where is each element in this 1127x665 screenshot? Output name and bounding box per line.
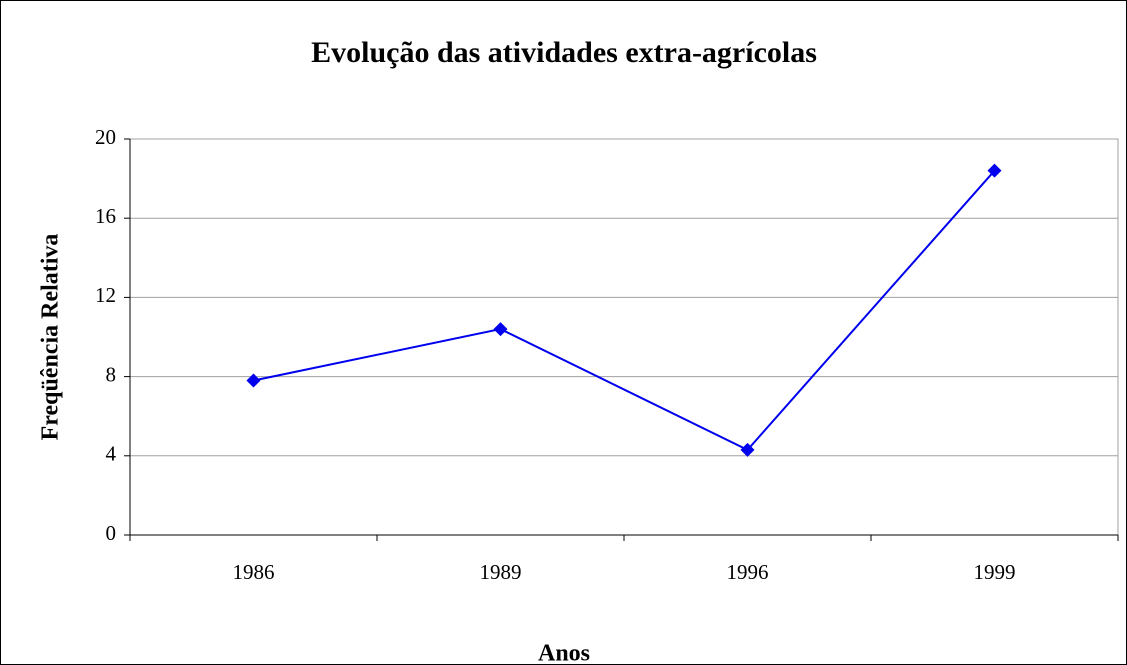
y-tick-label: 8: [106, 362, 117, 386]
x-tick-label: 1989: [480, 560, 522, 584]
y-tick-label: 16: [95, 204, 116, 228]
x-tick-label: 1986: [233, 560, 275, 584]
y-tick-label: 0: [106, 521, 117, 545]
y-axis-label: Freqüência Relativa: [38, 234, 64, 441]
line-series: [253, 170, 996, 452]
x-tick-label: 1999: [974, 560, 1016, 584]
point-marker: [493, 322, 508, 337]
y-tick-label: 12: [95, 283, 116, 307]
plot-area: [129, 138, 1119, 536]
point-marker: [740, 442, 755, 457]
point-marker: [246, 373, 261, 388]
y-tick-label: 4: [106, 442, 117, 466]
chart-title: Evolução das atividades extra-agrícolas: [311, 36, 817, 69]
x-tick-label: 1996: [727, 560, 769, 584]
point-marker: [987, 163, 1002, 178]
x-axis-label: Anos: [538, 641, 590, 665]
y-tick-label: 20: [95, 125, 116, 149]
